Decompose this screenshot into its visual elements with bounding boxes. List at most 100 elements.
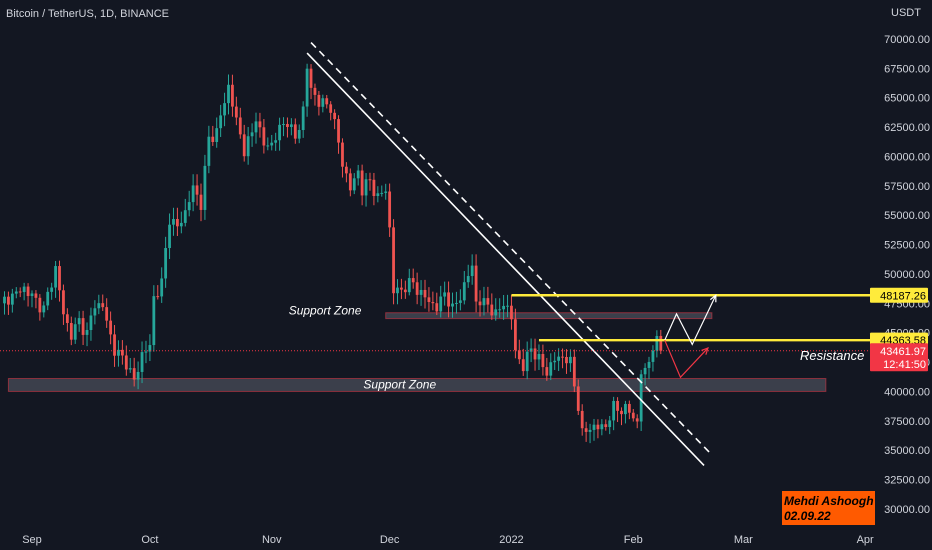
candle-body[interactable] — [565, 357, 568, 364]
candle-body[interactable] — [258, 121, 262, 128]
candle-body[interactable] — [608, 420, 612, 428]
candle-body[interactable] — [466, 276, 470, 283]
candle-body[interactable] — [183, 210, 187, 223]
candle-body[interactable] — [38, 297, 42, 313]
candle-body[interactable] — [600, 424, 604, 430]
candle-body[interactable] — [89, 315, 93, 331]
candle-body[interactable] — [443, 292, 447, 297]
candle-body[interactable] — [211, 136, 215, 143]
candle-body[interactable] — [612, 400, 616, 421]
candle-body[interactable] — [376, 193, 380, 196]
candle-body[interactable] — [101, 303, 105, 308]
candle-body[interactable] — [207, 136, 211, 166]
candle-body[interactable] — [58, 266, 61, 291]
candle-body[interactable] — [584, 428, 588, 432]
candle-body[interactable] — [403, 289, 407, 293]
candle-body[interactable] — [494, 309, 498, 316]
candle-body[interactable] — [639, 374, 643, 422]
candle-body[interactable] — [506, 305, 509, 307]
candle-body[interactable] — [655, 335, 659, 351]
candle-body[interactable] — [274, 140, 278, 143]
candle-body[interactable] — [30, 293, 34, 297]
candle-body[interactable] — [458, 300, 462, 303]
candle-body[interactable] — [392, 227, 395, 294]
candle-body[interactable] — [569, 356, 572, 364]
candle-body[interactable] — [187, 202, 191, 211]
candle-body[interactable] — [529, 348, 533, 352]
candle-body[interactable] — [22, 286, 26, 293]
bullish-scenario-path[interactable] — [664, 294, 717, 346]
currency-label[interactable]: USDT — [891, 7, 921, 19]
candle-body[interactable] — [10, 293, 14, 305]
candle-body[interactable] — [321, 98, 325, 107]
candle-body[interactable] — [223, 103, 226, 116]
candle-body[interactable] — [451, 303, 454, 307]
candle-body[interactable] — [592, 424, 596, 430]
candle-body[interactable] — [400, 287, 403, 290]
candle-body[interactable] — [549, 362, 553, 376]
candle-body[interactable] — [109, 320, 112, 335]
candle-body[interactable] — [120, 349, 124, 356]
candle-body[interactable] — [364, 179, 368, 196]
candle-body[interactable] — [482, 298, 486, 306]
candle-body[interactable] — [341, 142, 344, 167]
price-axis[interactable]: 30000.00 32500.00 35000.00 37500.00 40000.00… — [870, 34, 930, 516]
candle-body[interactable] — [470, 265, 474, 277]
candle-body[interactable] — [513, 319, 517, 351]
candle-body[interactable] — [333, 112, 337, 120]
candle-body[interactable] — [132, 368, 136, 380]
candle-body[interactable] — [659, 335, 663, 351]
candle-body[interactable] — [195, 185, 199, 195]
candle-body[interactable] — [168, 224, 171, 249]
candle-body[interactable] — [179, 222, 183, 227]
candle-body[interactable] — [576, 386, 580, 411]
candle-body[interactable] — [113, 334, 116, 356]
candle-body[interactable] — [651, 350, 655, 362]
candle-body[interactable] — [26, 286, 30, 297]
candle-body[interactable] — [62, 290, 65, 315]
candle-body[interactable] — [447, 292, 450, 307]
candle-body[interactable] — [14, 291, 18, 294]
bearish-scenario-path[interactable] — [664, 339, 709, 379]
candle-body[interactable] — [286, 124, 289, 127]
candle-body[interactable] — [262, 127, 266, 146]
candle-body[interactable] — [627, 403, 631, 413]
time-axis[interactable]: Sep Oct Nov Dec 2022 Feb Mar Apr — [22, 534, 874, 546]
candle-body[interactable] — [407, 278, 411, 293]
candle-body[interactable] — [152, 296, 156, 346]
candle-body[interactable] — [140, 352, 144, 372]
candle-body[interactable] — [616, 400, 619, 411]
candle-body[interactable] — [368, 179, 372, 181]
candle-body[interactable] — [3, 296, 6, 304]
candle-body[interactable] — [521, 359, 525, 372]
candle-body[interactable] — [105, 307, 109, 321]
candle-body[interactable] — [199, 194, 203, 210]
candle-body[interactable] — [215, 128, 219, 143]
candle-body[interactable] — [176, 219, 179, 227]
candle-body[interactable] — [97, 303, 101, 309]
candle-body[interactable] — [148, 345, 152, 352]
candle-body[interactable] — [525, 351, 529, 372]
candle-body[interactable] — [160, 278, 164, 297]
candle-body[interactable] — [474, 265, 478, 302]
candle-body[interactable] — [490, 304, 494, 316]
candle-body[interactable] — [219, 115, 223, 129]
candle-body[interactable] — [348, 173, 352, 191]
candle-body[interactable] — [517, 350, 521, 360]
candle-body[interactable] — [356, 170, 360, 179]
candle-body[interactable] — [289, 124, 293, 127]
candle-body[interactable] — [360, 170, 364, 196]
candle-body[interactable] — [588, 429, 592, 432]
solid-trendline[interactable] — [306, 52, 705, 467]
candle-body[interactable] — [396, 287, 399, 294]
candle-body[interactable] — [478, 301, 482, 306]
candle-body[interactable] — [620, 410, 623, 415]
candle-body[interactable] — [486, 298, 490, 305]
plot-area[interactable]: Support Zone Support Zone — [0, 41, 870, 467]
candle-body[interactable] — [352, 178, 356, 191]
candle-body[interactable] — [85, 330, 89, 335]
candle-body[interactable] — [191, 185, 195, 203]
candle-body[interactable] — [337, 119, 340, 143]
candle-body[interactable] — [93, 308, 97, 316]
candle-body[interactable] — [246, 136, 250, 157]
